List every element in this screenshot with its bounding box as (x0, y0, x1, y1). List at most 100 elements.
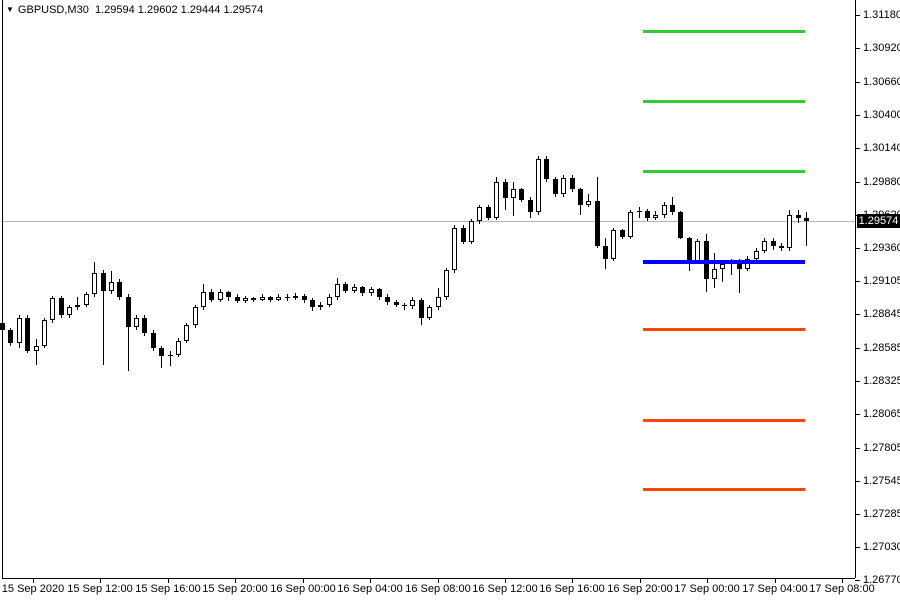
price-axis-tick (855, 481, 860, 482)
price-axis-label: 1.30140 (863, 142, 900, 154)
time-axis-tick (707, 578, 708, 583)
price-axis-tick (855, 281, 860, 282)
time-axis-label: 16 Sep 12:00 (472, 583, 538, 595)
time-axis-label: 16 Sep 04:00 (337, 583, 403, 595)
candle-body (528, 200, 533, 212)
candle-body (620, 230, 625, 237)
horizontal-line-blue[interactable] (643, 260, 805, 264)
candle-wick (722, 261, 723, 282)
horizontal-line-green[interactable] (643, 30, 805, 33)
candle-body (302, 296, 307, 300)
candle-body (804, 218, 809, 221)
time-axis-tick (572, 578, 573, 583)
candle-body (779, 246, 784, 248)
candle-body (670, 205, 675, 212)
price-axis-label: 1.27545 (863, 475, 900, 487)
candle-body (678, 212, 683, 238)
candle-body (578, 189, 583, 205)
candle-body (561, 178, 566, 194)
candle-body (218, 292, 223, 300)
time-axis-tick (842, 578, 843, 583)
candle-body (142, 318, 147, 333)
time-axis-label: 16 Sep 16:00 (539, 583, 605, 595)
candle-body (477, 207, 482, 221)
candle-body (75, 305, 80, 307)
candle-wick (77, 297, 78, 310)
time-axis-label: 16 Sep 20:00 (607, 583, 673, 595)
candle-body (720, 264, 725, 269)
candle-wick (739, 259, 740, 293)
price-axis-border (855, 0, 856, 578)
candle-body (737, 260, 742, 269)
ohlc-open: 1.29594 (94, 4, 135, 16)
price-axis-tick (855, 547, 860, 548)
bid-price-line (3, 221, 855, 222)
candle-body (243, 298, 248, 301)
candle-body (771, 241, 776, 246)
candle-body (310, 300, 315, 307)
candle-body (653, 215, 658, 218)
candle-body (293, 296, 298, 298)
candle-body (553, 179, 558, 194)
candle-body (410, 300, 415, 306)
horizontal-line-green[interactable] (643, 170, 805, 173)
candle-body (486, 207, 491, 218)
candle-body (268, 297, 273, 300)
candle-body (611, 230, 616, 259)
candle-body (335, 284, 340, 297)
price-axis-label: 1.27285 (863, 508, 900, 520)
candle-body (796, 215, 801, 218)
candle-body (126, 297, 131, 327)
candle-body (419, 300, 424, 318)
chart-plot-area[interactable] (0, 0, 856, 578)
price-axis-tick (855, 381, 860, 382)
candle-body (235, 297, 240, 301)
time-axis-label: 17 Sep 00:00 (674, 583, 740, 595)
candle-body (645, 211, 650, 218)
horizontal-line-orange[interactable] (643, 488, 805, 491)
time-axis-tick (370, 578, 371, 583)
candle-body (503, 182, 508, 198)
candle-body (762, 241, 767, 251)
candle-body (544, 159, 549, 179)
time-axis-label: 15 Sep 20:00 (202, 583, 268, 595)
candle-body (117, 282, 122, 297)
horizontal-line-orange[interactable] (643, 419, 805, 422)
candle-body (662, 205, 667, 215)
time-axis-label: 15 Sep 12:00 (67, 583, 133, 595)
candle-wick (161, 346, 162, 368)
candle-body (343, 284, 348, 291)
candle-body (201, 292, 206, 307)
price-axis-label: 1.30660 (863, 76, 900, 88)
price-axis-tick (855, 514, 860, 515)
candle-body (377, 289, 382, 297)
candle-body (226, 292, 231, 297)
candle-body (17, 318, 22, 343)
time-axis-label: 15 Sep 16:00 (135, 583, 201, 595)
candle-body (394, 302, 399, 305)
candle-body (712, 269, 717, 279)
candle-body (595, 201, 600, 246)
time-axis-label: 17 Sep 04:00 (742, 583, 808, 595)
time-axis-label: 17 Sep 08:00 (809, 583, 875, 595)
candle-body (109, 282, 114, 291)
candle-body (184, 325, 189, 341)
price-axis-tick (855, 414, 860, 415)
candle-body (84, 294, 89, 305)
candle-body (754, 251, 759, 259)
candle-body (461, 228, 466, 242)
candle-body (352, 287, 357, 291)
candle-body (511, 189, 516, 198)
candle-body (687, 238, 692, 261)
horizontal-line-green[interactable] (643, 100, 805, 103)
price-axis-label: 1.27030 (863, 541, 900, 553)
candle-body (385, 297, 390, 302)
candle-wick (2, 320, 3, 343)
horizontal-line-orange[interactable] (643, 328, 805, 331)
time-axis-tick (438, 578, 439, 583)
time-axis-tick (168, 578, 169, 583)
candle-body (285, 297, 290, 298)
time-axis-label: 16 Sep 08:00 (405, 583, 471, 595)
candle-body (469, 221, 474, 242)
